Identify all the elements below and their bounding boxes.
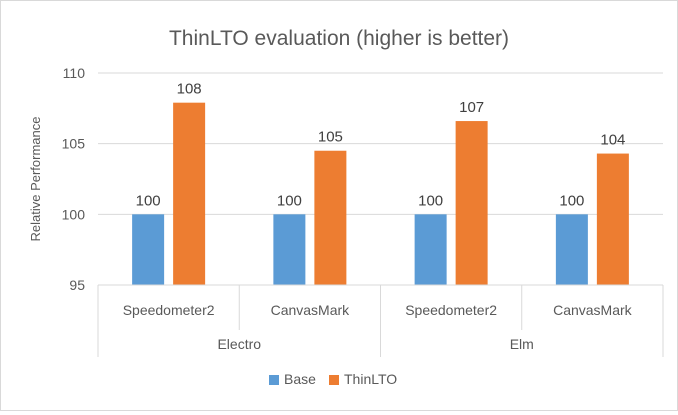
x-tick-label: CanvasMark [271,302,351,318]
legend: Base ThinLTO [269,371,397,387]
data-label: 100 [418,192,443,209]
y-axis-ticks: 95 100 105 110 [62,65,86,293]
x-tick-label: Speedometer2 [405,302,497,318]
bar-thinlto-0 [173,102,206,286]
y-tick-label: 95 [69,277,85,293]
bar-thinlto-2 [455,121,488,285]
bar-base-1 [273,214,306,285]
bar-base-3 [555,214,588,285]
legend-label: ThinLTO [344,371,397,387]
bar-base-2 [414,214,447,285]
legend-swatch-base [269,375,279,385]
data-label: 107 [459,99,484,116]
group-label: Electro [217,336,261,352]
x-axis: Speedometer2 CanvasMark Speedometer2 Canvas… [97,284,664,357]
x-tick-label: CanvasMark [553,302,633,318]
data-label: 100 [136,192,161,209]
bar-thinlto-1 [314,150,347,285]
chart-title: ThinLTO evaluation (higher is better) [169,27,509,50]
data-label: 100 [277,192,302,209]
legend-swatch-thinlto [329,375,339,385]
bars [132,102,629,286]
bar-thinlto-3 [596,153,629,285]
legend-label: Base [284,371,316,387]
data-label: 104 [600,132,625,149]
group-label: Elm [510,336,534,352]
y-axis-label: Relative Performance [28,117,43,242]
x-tick-label: Speedometer2 [123,302,215,318]
data-labels: 100 108 100 105 100 107 100 104 [136,81,626,210]
y-tick-label: 110 [63,65,86,81]
data-label: 105 [318,129,343,146]
data-label: 100 [559,192,584,209]
data-label: 108 [177,81,202,98]
bar-base-0 [132,214,165,285]
y-tick-label: 100 [62,206,86,222]
y-tick-label: 105 [62,136,86,152]
